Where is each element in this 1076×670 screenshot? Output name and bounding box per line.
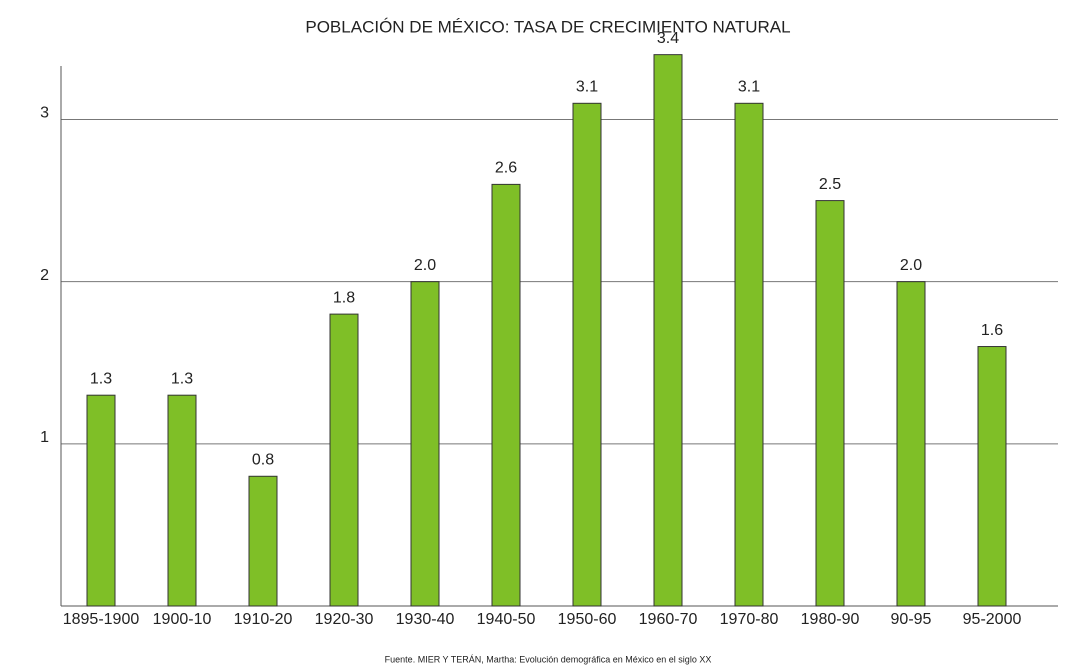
value-label: 1.8 xyxy=(333,289,355,306)
value-label: 1.3 xyxy=(171,370,193,387)
value-label: 3.1 xyxy=(576,79,598,96)
y-tick-label: 1 xyxy=(40,429,49,446)
bar xyxy=(572,102,602,607)
x-tick-label: 1895-1900 xyxy=(63,611,140,628)
bar xyxy=(167,394,197,607)
x-tick-label: 1950-60 xyxy=(558,611,617,628)
bar xyxy=(491,183,521,607)
value-label: 1.6 xyxy=(981,322,1003,339)
x-tick-label: 95-2000 xyxy=(963,611,1022,628)
x-tick-label: 1980-90 xyxy=(801,611,860,628)
bar xyxy=(86,394,116,607)
bar xyxy=(329,313,359,607)
x-tick-label: 1900-10 xyxy=(153,611,212,628)
x-tick-label: 1970-80 xyxy=(720,611,779,628)
value-label: 0.8 xyxy=(252,451,274,468)
x-tick-label: 1920-30 xyxy=(315,611,374,628)
bar xyxy=(410,281,440,607)
y-tick-label: 3 xyxy=(40,105,49,122)
source-note: Fuente. MIER Y TERÁN, Martha: Evolución … xyxy=(385,654,712,664)
value-label: 2.0 xyxy=(900,257,922,274)
value-label: 2.0 xyxy=(414,257,436,274)
x-tick-label: 1930-40 xyxy=(396,611,455,628)
bar xyxy=(653,54,683,607)
bar xyxy=(896,281,926,607)
value-label: 2.5 xyxy=(819,176,841,193)
x-tick-label: 1910-20 xyxy=(234,611,293,628)
value-label: 1.3 xyxy=(90,370,112,387)
bar xyxy=(248,475,278,607)
x-tick-label: 1960-70 xyxy=(639,611,698,628)
bar xyxy=(734,102,764,607)
x-tick-label: 1940-50 xyxy=(477,611,536,628)
value-label: 3.4 xyxy=(657,30,679,47)
bar xyxy=(977,346,1007,607)
chart-title: POBLACIÓN DE MÉXICO: TASA DE CRECIMIENTO… xyxy=(305,17,790,36)
value-label: 2.6 xyxy=(495,160,517,177)
y-tick-label: 2 xyxy=(40,267,49,284)
value-label: 3.1 xyxy=(738,79,760,96)
x-tick-label: 90-95 xyxy=(891,611,932,628)
bar xyxy=(815,200,845,607)
